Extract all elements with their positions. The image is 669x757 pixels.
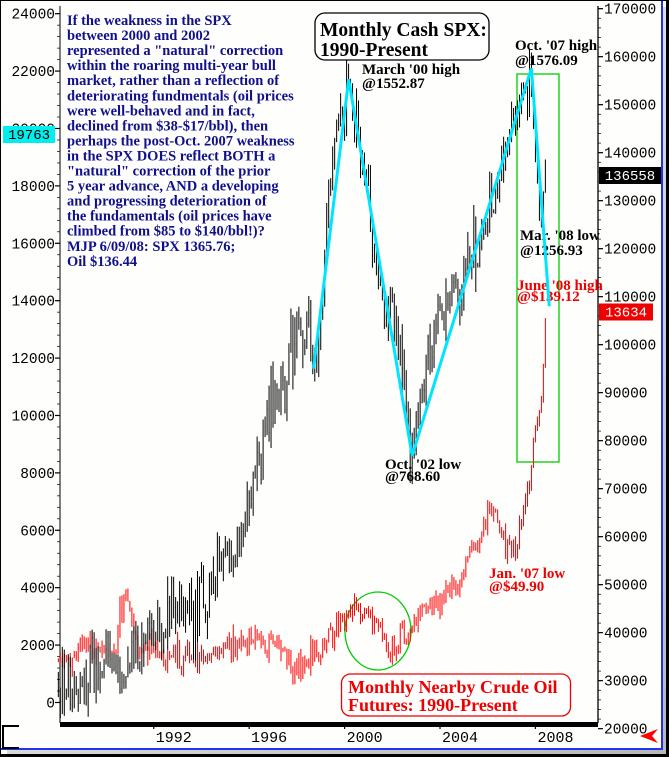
svg-text:130000: 130000 xyxy=(604,195,656,211)
svg-text:perhaps the post-Oct. 2007 wea: perhaps the post-Oct. 2007 weakness xyxy=(67,133,295,149)
svg-text:1992: 1992 xyxy=(156,730,192,747)
svg-text:Monthly Nearby Crude Oil: Monthly Nearby Crude Oil xyxy=(348,677,558,697)
svg-text:100000: 100000 xyxy=(604,339,656,355)
svg-text:@1256.93: @1256.93 xyxy=(520,243,583,259)
svg-text:@1576.09: @1576.09 xyxy=(515,53,578,69)
svg-text:24000: 24000 xyxy=(11,8,55,24)
svg-text:climbed from $85 to $140/bbl!): climbed from $85 to $140/bbl!)? xyxy=(67,224,265,240)
svg-text:8000: 8000 xyxy=(20,467,55,483)
svg-text:Oil $136.44: Oil $136.44 xyxy=(67,254,137,270)
svg-text:60000: 60000 xyxy=(604,531,648,547)
svg-text:"natural" correction of the pr: "natural" correction of the prior xyxy=(67,164,271,180)
svg-text:50000: 50000 xyxy=(604,579,648,595)
svg-text:140000: 140000 xyxy=(604,147,656,163)
svg-text:Monthly Cash SPX:: Monthly Cash SPX: xyxy=(320,20,487,41)
svg-text:22000: 22000 xyxy=(11,65,55,81)
svg-text:150000: 150000 xyxy=(604,99,656,115)
svg-text:market, rather than a reflecti: market, rather than a reflection of xyxy=(67,73,279,89)
svg-text:5 year advance, AND a developi: 5 year advance, AND a developing xyxy=(67,179,279,195)
svg-text:80000: 80000 xyxy=(604,435,648,451)
svg-text:90000: 90000 xyxy=(604,387,648,403)
svg-text:120000: 120000 xyxy=(604,243,656,259)
svg-text:12000: 12000 xyxy=(11,352,55,368)
svg-text:Mar. '08 low: Mar. '08 low xyxy=(520,228,600,244)
svg-text:160000: 160000 xyxy=(604,51,656,67)
svg-text:30000: 30000 xyxy=(604,675,648,691)
svg-text:in the SPX DOES reflect BOTH a: in the SPX DOES reflect BOTH a xyxy=(67,148,276,164)
svg-text:represented a "natural" correc: represented a "natural" correction xyxy=(67,43,283,59)
svg-text:70000: 70000 xyxy=(604,483,648,499)
svg-text:40000: 40000 xyxy=(604,627,648,643)
svg-text:1990-Present: 1990-Present xyxy=(320,40,428,61)
svg-text:2000: 2000 xyxy=(347,730,383,747)
svg-text:14000: 14000 xyxy=(11,295,55,311)
svg-text:13634: 13634 xyxy=(605,306,647,322)
svg-text:within the roaring multi-year: within the roaring multi-year bull xyxy=(67,58,276,74)
svg-text:Futures: 1990-Present: Futures: 1990-Present xyxy=(348,695,518,715)
svg-text:@1552.87: @1552.87 xyxy=(362,76,425,92)
svg-text:4000: 4000 xyxy=(20,582,55,598)
svg-text:0: 0 xyxy=(46,696,55,712)
svg-text:6000: 6000 xyxy=(20,524,55,540)
svg-text:Oct. '07 high: Oct. '07 high xyxy=(515,38,598,54)
svg-text:were well-behaved and in fact,: were well-behaved and in fact, xyxy=(67,103,255,119)
svg-text:If the weakness in the SPX: If the weakness in the SPX xyxy=(67,13,232,29)
svg-text:170000: 170000 xyxy=(604,3,656,19)
svg-text:18000: 18000 xyxy=(11,180,55,196)
svg-text:16000: 16000 xyxy=(11,237,55,253)
svg-text:the fundamentals (oil prices h: the fundamentals (oil prices have xyxy=(67,209,272,225)
svg-text:2000: 2000 xyxy=(20,639,55,655)
svg-text:1996: 1996 xyxy=(251,730,287,747)
svg-text:@$49.90: @$49.90 xyxy=(489,579,544,595)
svg-text:2004: 2004 xyxy=(442,730,478,747)
svg-text:deteriorating fundmentals (oil: deteriorating fundmentals (oil prices xyxy=(67,88,294,104)
svg-text:between 2000 and 2002: between 2000 and 2002 xyxy=(67,28,210,44)
svg-text:10000: 10000 xyxy=(11,409,55,425)
svg-text:2008: 2008 xyxy=(537,730,573,747)
svg-text:136558: 136558 xyxy=(605,169,655,185)
svg-text:and progressing deterioration: and progressing deterioration of xyxy=(67,194,267,210)
svg-text:19763: 19763 xyxy=(8,128,50,144)
svg-text:MJP 6/09/08: SPX 1365.76;: MJP 6/09/08: SPX 1365.76; xyxy=(67,239,235,255)
svg-text:declined from $38-$17/bbl), th: declined from $38-$17/bbl), then xyxy=(67,118,268,134)
